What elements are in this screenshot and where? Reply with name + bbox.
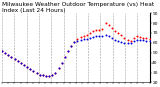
Point (101, 35, 104, 37)
Point (89, 37, 91, 39)
Point (23, 64, 25, 65)
Point (10, 56, 13, 57)
Point (126, 39, 129, 41)
Point (82, 35, 85, 37)
Point (129, 40, 132, 42)
Point (13, 58, 16, 59)
Point (148, 40, 151, 42)
Point (114, 39, 116, 41)
Point (54, 72, 57, 73)
Point (42, 75, 44, 76)
Point (73, 41, 76, 43)
Point (67, 50, 69, 51)
Point (42, 75, 44, 76)
Point (79, 39, 82, 41)
Point (139, 36, 141, 38)
Point (123, 37, 126, 39)
Point (38, 74, 41, 75)
Point (1, 50, 3, 51)
Point (51, 75, 54, 76)
Point (120, 34, 123, 36)
Point (4, 52, 7, 53)
Point (142, 37, 144, 39)
Point (70, 45, 72, 47)
Point (108, 35, 110, 37)
Point (98, 35, 101, 37)
Point (82, 38, 85, 40)
Point (117, 40, 119, 42)
Point (132, 40, 135, 42)
Point (35, 72, 38, 73)
Point (26, 66, 28, 67)
Point (92, 36, 94, 38)
Point (126, 42, 129, 44)
Point (57, 67, 60, 68)
Point (117, 32, 119, 34)
Point (23, 64, 25, 65)
Point (104, 34, 107, 36)
Point (45, 76, 47, 77)
Point (54, 72, 57, 73)
Point (76, 40, 79, 42)
Point (57, 67, 60, 68)
Point (7, 54, 10, 55)
Point (48, 76, 50, 77)
Point (98, 29, 101, 31)
Point (64, 56, 66, 57)
Point (7, 54, 10, 55)
Point (38, 74, 41, 75)
Point (60, 62, 63, 63)
Point (10, 56, 13, 57)
Point (29, 68, 32, 69)
Point (85, 38, 88, 40)
Point (45, 76, 47, 77)
Point (132, 37, 135, 39)
Point (104, 22, 107, 24)
Point (148, 38, 151, 40)
Point (64, 56, 66, 57)
Text: Milwaukee Weather Outdoor Temperature (vs) Heat Index (Last 24 Hours): Milwaukee Weather Outdoor Temperature (v… (2, 2, 154, 13)
Point (73, 41, 76, 43)
Point (145, 37, 148, 39)
Point (48, 76, 50, 77)
Point (32, 70, 35, 71)
Point (60, 62, 63, 63)
Point (20, 62, 22, 63)
Point (20, 62, 22, 63)
Point (101, 28, 104, 30)
Point (114, 30, 116, 32)
Point (142, 39, 144, 41)
Point (111, 37, 113, 39)
Point (108, 24, 110, 26)
Point (29, 68, 32, 69)
Point (1, 50, 3, 51)
Point (13, 58, 16, 59)
Point (145, 40, 148, 42)
Point (16, 60, 19, 61)
Point (136, 39, 138, 41)
Point (120, 41, 123, 43)
Point (16, 60, 19, 61)
Point (32, 70, 35, 71)
Point (26, 66, 28, 67)
Point (136, 35, 138, 37)
Point (67, 50, 69, 51)
Point (4, 52, 7, 53)
Point (139, 39, 141, 41)
Point (95, 35, 97, 37)
Point (85, 34, 88, 36)
Point (123, 42, 126, 44)
Point (79, 36, 82, 38)
Point (35, 72, 38, 73)
Point (129, 42, 132, 44)
Point (92, 30, 94, 32)
Point (76, 38, 79, 40)
Point (51, 75, 54, 76)
Point (70, 45, 72, 47)
Point (111, 27, 113, 29)
Point (89, 32, 91, 34)
Point (95, 29, 97, 31)
